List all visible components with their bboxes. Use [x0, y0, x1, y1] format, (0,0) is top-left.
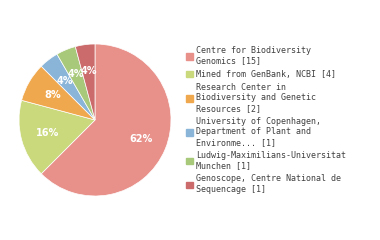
Text: 62%: 62%: [129, 134, 152, 144]
Wedge shape: [19, 100, 95, 174]
Wedge shape: [75, 44, 95, 120]
Text: 16%: 16%: [36, 128, 59, 138]
Text: 4%: 4%: [57, 76, 73, 86]
Wedge shape: [57, 47, 95, 120]
Text: 4%: 4%: [68, 69, 84, 79]
Wedge shape: [22, 66, 95, 120]
Wedge shape: [41, 54, 95, 120]
Text: 4%: 4%: [80, 66, 97, 76]
Text: 8%: 8%: [44, 90, 60, 100]
Wedge shape: [41, 44, 171, 196]
Legend: Centre for Biodiversity
Genomics [15], Mined from GenBank, NCBI [4], Research Ce: Centre for Biodiversity Genomics [15], M…: [185, 44, 348, 196]
